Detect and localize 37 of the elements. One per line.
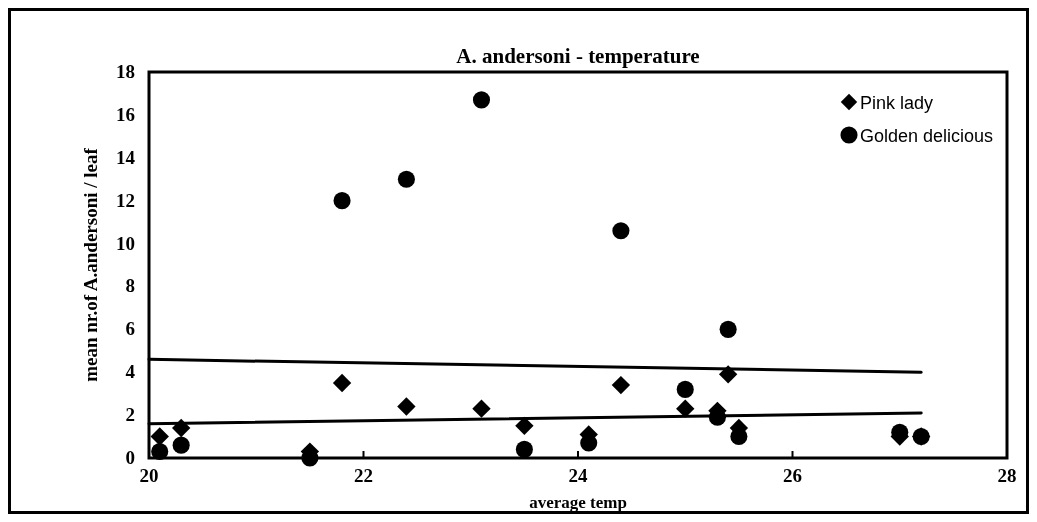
- point: [515, 440, 533, 458]
- point: [472, 91, 491, 109]
- y-tick-label: 4: [125, 361, 136, 383]
- point: [397, 397, 416, 416]
- y-tick-label: 14: [116, 146, 136, 168]
- y-tick-label: 12: [116, 189, 135, 211]
- point: [912, 428, 930, 446]
- y-tick-label: 2: [125, 404, 135, 426]
- point: [150, 427, 169, 446]
- y-tick-label: 0: [125, 447, 135, 468]
- chart-title: A. andersoni - temperature: [456, 44, 700, 68]
- x-tick-label: 26: [783, 465, 802, 486]
- point: [676, 380, 694, 398]
- x-tick-label: 24: [568, 465, 588, 486]
- point: [333, 192, 351, 210]
- x-axis-title: average temp: [529, 493, 627, 512]
- x-tick-label: 28: [997, 465, 1017, 486]
- x-tick-label: 22: [354, 465, 373, 486]
- point: [730, 428, 748, 446]
- y-axis-title: mean nr.of A.andersoni / leaf: [80, 147, 101, 382]
- x-tick-label: 20: [139, 465, 159, 486]
- y-tick-label: 6: [125, 318, 135, 340]
- y-tick-label: 10: [116, 232, 135, 254]
- point: [612, 222, 630, 240]
- legend-label: Pink lady: [860, 93, 934, 113]
- point: [397, 170, 415, 188]
- point: [676, 399, 695, 418]
- point: [332, 373, 352, 393]
- y-tick-label: 16: [116, 103, 135, 125]
- y-tick-label: 18: [116, 61, 135, 82]
- point: [151, 443, 169, 461]
- legend-label: Golden delicious: [860, 126, 994, 146]
- y-tick-label: 8: [125, 275, 135, 297]
- point: [719, 320, 737, 338]
- point: [611, 375, 631, 395]
- point: [172, 436, 190, 454]
- point: [472, 399, 491, 418]
